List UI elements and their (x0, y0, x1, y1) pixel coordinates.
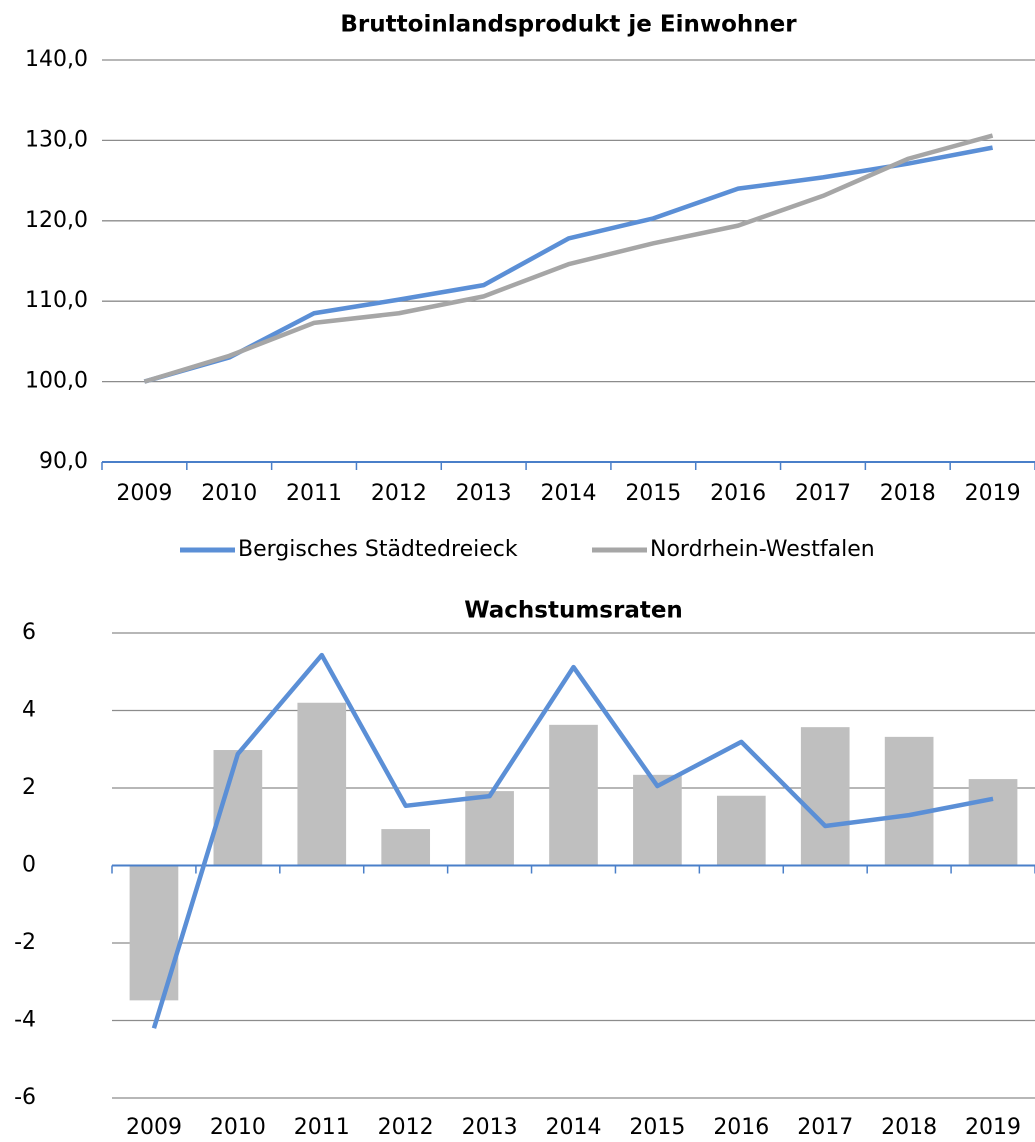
bar (884, 736, 934, 866)
x-tick-label: 2016 (710, 481, 766, 506)
x-tick-label: 2015 (625, 481, 681, 506)
bar (465, 791, 514, 866)
x-tick-label: 2011 (294, 1115, 350, 1140)
y-tick-label: 6 (22, 620, 36, 645)
bar (381, 829, 431, 866)
x-tick-label: 2019 (965, 481, 1021, 506)
x-tick-label: 2013 (462, 1115, 518, 1140)
x-tick-label: 2011 (286, 481, 342, 506)
y-tick-label: 100,0 (25, 369, 88, 394)
y-tick-label: 140,0 (25, 47, 88, 72)
legend-label: Bergisches Städtedreieck (238, 537, 518, 562)
x-tick-label: 2014 (546, 1115, 602, 1140)
y-tick-label: 110,0 (25, 288, 88, 313)
y-tick-label: -6 (14, 1085, 36, 1110)
y-tick-label: 90,0 (39, 449, 88, 474)
line (151, 652, 994, 1029)
x-tick-label: 2016 (713, 1115, 769, 1140)
x-tick-label: 2012 (371, 481, 427, 506)
bar (633, 774, 682, 866)
chart-title: Wachstumsraten (464, 598, 683, 624)
x-tick-label: 2012 (378, 1115, 434, 1140)
bar (297, 702, 347, 866)
x-tick-label: 2009 (126, 1115, 182, 1140)
x-tick-label: 2014 (541, 481, 597, 506)
x-tick-label: 2017 (795, 481, 851, 506)
x-tick-label: 2013 (456, 481, 512, 506)
x-tick-label: 2018 (881, 1115, 937, 1140)
x-tick-label: 2010 (210, 1115, 266, 1140)
y-tick-label: 130,0 (25, 127, 88, 152)
bar (800, 727, 850, 866)
x-tick-label: 2010 (201, 481, 257, 506)
x-tick-label: 2015 (629, 1115, 685, 1140)
x-tick-label: 2009 (116, 481, 172, 506)
line (143, 133, 994, 384)
legend-label: Nordrhein-Westfalen (650, 537, 875, 562)
chart-title: Bruttoinlandsprodukt je Einwohner (340, 12, 797, 38)
x-tick-label: 2018 (880, 481, 936, 506)
y-tick-label: -2 (14, 930, 36, 955)
bar (716, 795, 766, 866)
bar (549, 724, 598, 866)
line (143, 145, 994, 384)
y-tick-label: 120,0 (25, 208, 88, 233)
y-tick-label: 4 (22, 698, 36, 723)
y-tick-label: -4 (14, 1008, 36, 1033)
x-tick-label: 2019 (965, 1115, 1021, 1140)
x-tick-label: 2017 (797, 1115, 853, 1140)
y-tick-label: 2 (22, 775, 36, 800)
y-tick-label: 0 (22, 853, 36, 878)
bar (968, 779, 1018, 866)
